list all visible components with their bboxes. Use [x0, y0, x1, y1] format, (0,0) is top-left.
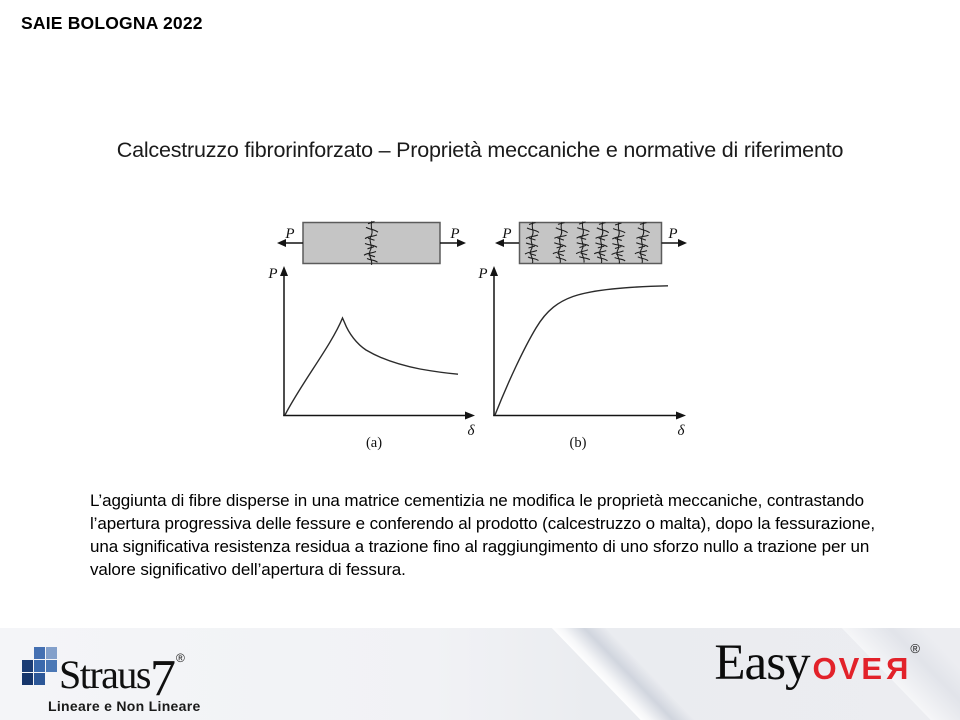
softening-curve-graph: P δ (a) [267, 266, 476, 451]
load-label: P [667, 226, 677, 242]
easyover-easy: Easy [714, 635, 810, 691]
left-arrow-icon [277, 239, 286, 247]
right-arrow-icon [457, 239, 466, 247]
right-arrow-icon [678, 239, 687, 247]
caption-a: (a) [366, 435, 382, 451]
up-arrow-icon [490, 266, 498, 276]
footer-band: Straus7® Lineare e Non Lineare Easy OVER… [0, 628, 960, 720]
load-label: P [501, 226, 511, 242]
specimen-plain-concrete: P P [277, 220, 466, 266]
body-paragraph: L’aggiunta di fibre disperse in una matr… [90, 491, 875, 579]
right-arrow-icon [465, 411, 475, 420]
straus7-logo: Straus7® Lineare e Non Lineare [22, 642, 201, 714]
load-label: P [284, 226, 294, 242]
hardening-curve [494, 285, 669, 416]
y-axis-label: P [477, 266, 487, 282]
easyover-mirrored-r: R [884, 651, 909, 686]
footer-swoosh [548, 628, 699, 720]
softening-curve [284, 316, 459, 416]
straus7-seven: 7 [150, 650, 176, 707]
slide-title: Calcestruzzo fibrorinforzato – Proprietà… [116, 138, 844, 162]
easyover-over: OVER [813, 651, 909, 687]
y-axis-label: P [267, 266, 277, 282]
registered-mark: ® [910, 641, 920, 656]
right-arrow-icon [676, 411, 686, 420]
fiber-concrete-figure: P P P δ (a) P P [267, 220, 687, 451]
load-label: P [449, 226, 459, 242]
easyover-logo: Easy OVER ® [714, 634, 920, 692]
left-arrow-icon [495, 239, 504, 247]
straus7-wordmark: Straus7® [59, 642, 185, 707]
x-axis-label: δ [468, 423, 476, 439]
event-title: SAIE BOLOGNA 2022 [21, 13, 203, 33]
registered-mark: ® [176, 651, 185, 665]
straus7-mesh-icon [22, 647, 57, 685]
hardening-curve-graph: P δ (b) [477, 266, 686, 451]
straus7-tagline: Lineare e Non Lineare [48, 698, 201, 714]
straus7-name: Straus [59, 652, 152, 697]
specimen-fiber-concrete: P P [495, 220, 687, 265]
caption-b: (b) [570, 435, 587, 451]
easyover-ove: OVE [812, 651, 885, 686]
x-axis-label: δ [678, 423, 686, 439]
up-arrow-icon [280, 266, 288, 276]
